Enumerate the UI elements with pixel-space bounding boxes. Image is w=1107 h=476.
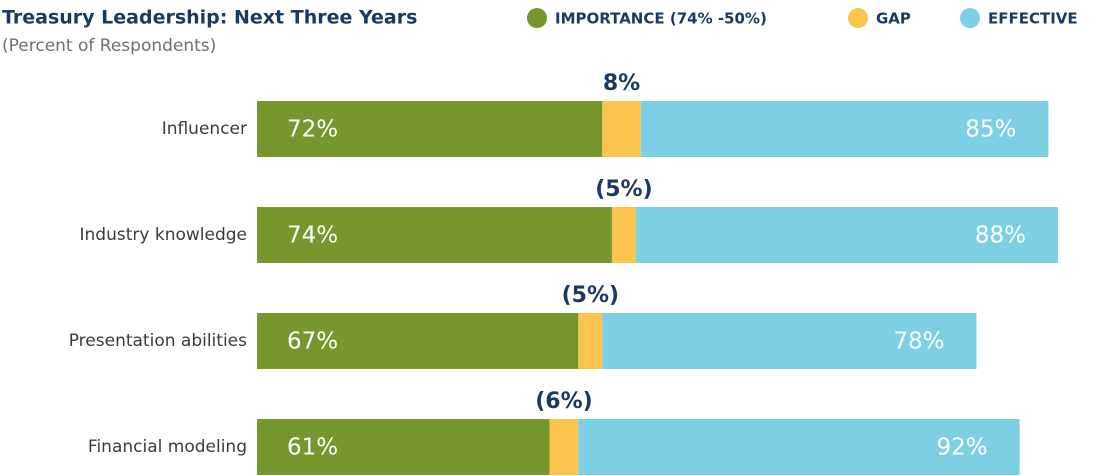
gap-label: (5%) [595, 177, 652, 202]
category-label: Financial modeling [88, 437, 247, 457]
gap-label: (5%) [562, 283, 619, 308]
bar-segment [602, 313, 977, 369]
legend-swatch [960, 8, 980, 28]
bar-segment [635, 207, 1058, 263]
bar-segment [257, 207, 612, 263]
bar-segment [578, 313, 603, 369]
value-label: 67% [287, 329, 338, 355]
bar-segment [602, 101, 641, 157]
bar-segment [257, 313, 579, 369]
value-label: 85% [965, 117, 1016, 143]
category-label: Presentation abilities [69, 331, 247, 351]
category-label: Industry knowledge [80, 225, 247, 245]
bar-segment [640, 101, 1049, 157]
bar-segment [611, 207, 636, 263]
gap-label: (6%) [535, 389, 592, 414]
gap-label: 8% [603, 71, 640, 96]
value-label: 92% [937, 435, 988, 461]
legend-label: IMPORTANCE (74% -50%) [555, 10, 767, 28]
legend-swatch [527, 8, 547, 28]
chart-subtitle: (Percent of Respondents) [2, 36, 216, 56]
legend-label: GAP [876, 10, 911, 28]
value-label: 61% [287, 435, 338, 461]
bar-segment [578, 419, 1020, 475]
bar-segment [549, 419, 579, 475]
value-label: 74% [287, 223, 338, 249]
bar-segment [257, 101, 603, 157]
value-label: 72% [287, 117, 338, 143]
value-label: 88% [975, 223, 1026, 249]
bar-segment [257, 419, 550, 475]
value-label: 78% [893, 329, 944, 355]
chart-title: Treasury Leadership: Next Three Years [2, 7, 417, 29]
category-label: Influencer [162, 119, 247, 139]
legend-label: EFFECTIVE [988, 10, 1078, 28]
legend-swatch [848, 8, 868, 28]
